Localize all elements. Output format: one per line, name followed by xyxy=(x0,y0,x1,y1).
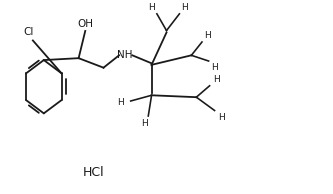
Text: H: H xyxy=(211,63,218,72)
Text: H: H xyxy=(117,98,124,107)
Text: Cl: Cl xyxy=(24,27,34,37)
Text: H: H xyxy=(218,113,224,122)
Text: H: H xyxy=(142,119,148,128)
Text: HCl: HCl xyxy=(83,166,104,179)
Text: H: H xyxy=(181,3,188,11)
Text: H: H xyxy=(213,75,220,84)
Text: H: H xyxy=(204,31,211,40)
Text: H: H xyxy=(148,3,155,11)
Text: OH: OH xyxy=(77,19,93,29)
Text: NH: NH xyxy=(117,50,133,60)
